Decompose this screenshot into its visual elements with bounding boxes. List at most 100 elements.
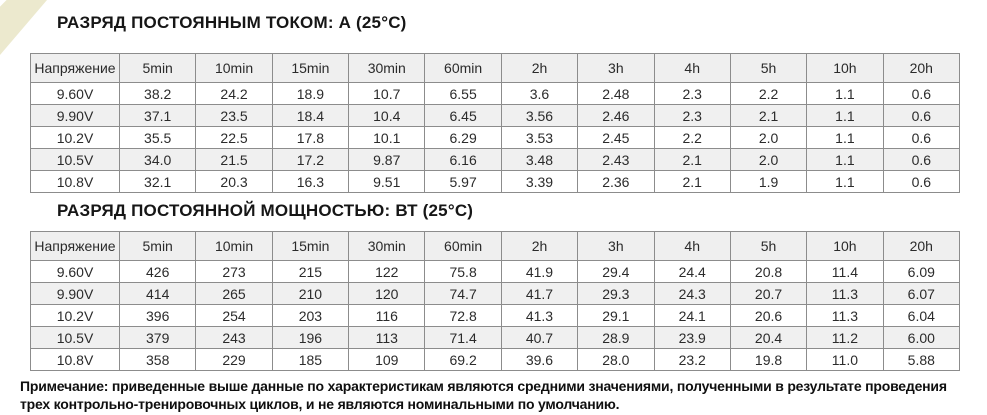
value-cell: 215	[271, 260, 350, 283]
value-cell: 35.5	[118, 126, 197, 149]
value-cell: 24.1	[653, 304, 731, 327]
value-cell: 34.0	[118, 148, 197, 171]
value-cell: 243	[195, 326, 273, 349]
value-cell: 116	[348, 304, 426, 327]
time-column-header: 20h	[882, 231, 961, 261]
value-cell: 18.9	[271, 82, 350, 105]
table-row: 9.90V 414 265 210 120 74.7 41.7 29.3 24.3 20.7 11.…	[30, 282, 961, 305]
voltage-cell: 9.60V	[30, 260, 120, 283]
time-column-header: 5h	[729, 231, 808, 261]
table-row: 10.5V 379 243 196 113 71.4 40.7 28.9 23.9 20.4 11.…	[30, 326, 961, 349]
time-column-header: 5min	[118, 53, 197, 83]
value-cell: 3.53	[500, 126, 579, 149]
value-cell: 71.4	[424, 326, 502, 349]
table-row: 10.2V 396 254 203 116 72.8 41.3 29.1 24.1 20.6 11.…	[30, 304, 961, 327]
constant-power-table: Напряжение 5min 10min 15min 30min 60min 2h 3h 4h…	[30, 231, 961, 371]
value-cell: 229	[195, 348, 273, 371]
value-cell: 6.07	[882, 282, 961, 305]
time-column-header: 30min	[348, 53, 426, 83]
value-cell: 29.4	[577, 260, 655, 283]
value-cell: 41.9	[500, 260, 579, 283]
value-cell: 18.4	[271, 104, 350, 127]
time-column-header: 60min	[424, 231, 502, 261]
voltage-cell: 9.90V	[30, 104, 120, 127]
value-cell: 16.3	[271, 170, 350, 193]
value-cell: 29.1	[577, 304, 655, 327]
value-cell: 2.45	[577, 126, 655, 149]
time-column-header: 4h	[653, 53, 731, 83]
value-cell: 22.5	[195, 126, 273, 149]
voltage-cell: 10.2V	[30, 126, 120, 149]
value-cell: 11.4	[806, 260, 884, 283]
value-cell: 17.8	[271, 126, 350, 149]
section-title-constant-current: РАЗРЯД ПОСТОЯННЫМ ТОКОМ: А (25°C)	[57, 13, 407, 32]
time-column-header: 60min	[424, 53, 502, 83]
value-cell: 1.1	[806, 148, 884, 171]
voltage-cell: 9.60V	[30, 82, 120, 105]
time-column-header: 3h	[577, 231, 655, 261]
value-cell: 3.48	[500, 148, 579, 171]
time-column-header: 5min	[118, 231, 197, 261]
value-cell: 2.2	[729, 82, 808, 105]
value-cell: 2.46	[577, 104, 655, 127]
voltage-cell: 9.90V	[30, 282, 120, 305]
value-cell: 39.6	[500, 348, 579, 371]
time-column-header: 10min	[195, 231, 273, 261]
time-column-header: 4h	[653, 231, 731, 261]
table-row: 9.90V 37.1 23.5 18.4 10.4 6.45 3.56 2.46 2.3 2.1 1…	[30, 104, 961, 127]
value-cell: 109	[348, 348, 426, 371]
footnote: Примечание: приведенные выше данные по х…	[20, 378, 947, 413]
value-cell: 75.8	[424, 260, 502, 283]
value-cell: 28.0	[577, 348, 655, 371]
value-cell: 23.2	[653, 348, 731, 371]
header-row: Напряжение 5min 10min 15min 30min 60min 2h 3h 4h…	[30, 231, 961, 261]
table-row: 10.5V 34.0 21.5 17.2 9.87 6.16 3.48 2.43 2.1 2.0 1…	[30, 148, 961, 171]
time-column-header: 15min	[271, 53, 350, 83]
value-cell: 20.8	[729, 260, 808, 283]
value-cell: 203	[271, 304, 350, 327]
value-cell: 41.3	[500, 304, 579, 327]
time-column-header: 20h	[882, 53, 961, 83]
time-column-header: 3h	[577, 53, 655, 83]
value-cell: 185	[271, 348, 350, 371]
table-row: 10.8V 32.1 20.3 16.3 9.51 5.97 3.39 2.36 2.1 1.9 1…	[30, 170, 961, 193]
value-cell: 2.3	[653, 82, 731, 105]
value-cell: 6.29	[424, 126, 502, 149]
value-cell: 1.1	[806, 170, 884, 193]
value-cell: 24.4	[653, 260, 731, 283]
value-cell: 1.1	[806, 82, 884, 105]
value-cell: 2.0	[729, 148, 808, 171]
time-column-header: 10h	[806, 53, 884, 83]
value-cell: 29.3	[577, 282, 655, 305]
value-cell: 122	[348, 260, 426, 283]
voltage-cell: 10.2V	[30, 304, 120, 327]
value-cell: 2.43	[577, 148, 655, 171]
value-cell: 11.3	[806, 304, 884, 327]
time-column-header: 10min	[195, 53, 273, 83]
time-column-header: 15min	[271, 231, 350, 261]
value-cell: 0.6	[882, 148, 961, 171]
value-cell: 20.3	[195, 170, 273, 193]
value-cell: 9.51	[348, 170, 426, 193]
value-cell: 9.87	[348, 148, 426, 171]
value-cell: 0.6	[882, 104, 961, 127]
value-cell: 196	[271, 326, 350, 349]
value-cell: 24.2	[195, 82, 273, 105]
value-cell: 3.39	[500, 170, 579, 193]
value-cell: 273	[195, 260, 273, 283]
value-cell: 2.2	[653, 126, 731, 149]
value-cell: 3.56	[500, 104, 579, 127]
voltage-cell: 10.8V	[30, 348, 120, 371]
value-cell: 10.4	[348, 104, 426, 127]
value-cell: 74.7	[424, 282, 502, 305]
value-cell: 38.2	[118, 82, 197, 105]
value-cell: 1.9	[729, 170, 808, 193]
value-cell: 69.2	[424, 348, 502, 371]
value-cell: 6.09	[882, 260, 961, 283]
table-row: 9.60V 426 273 215 122 75.8 41.9 29.4 24.4 20.8 11.…	[30, 260, 961, 283]
time-column-header: 10h	[806, 231, 884, 261]
header-row: Напряжение 5min 10min 15min 30min 60min 2h 3h 4h…	[30, 53, 961, 83]
time-column-header: 2h	[500, 231, 579, 261]
value-cell: 358	[118, 348, 197, 371]
